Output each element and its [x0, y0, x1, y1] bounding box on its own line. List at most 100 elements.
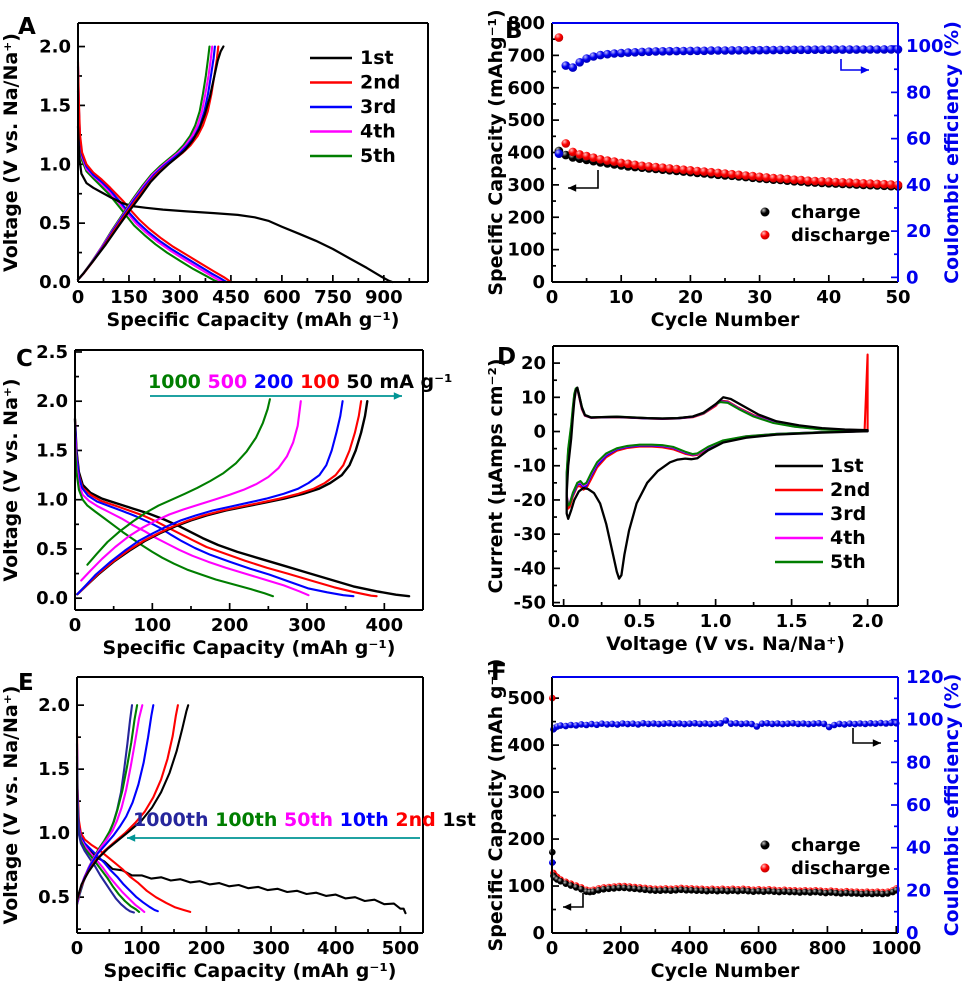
- svg-text:0.5: 0.5: [38, 887, 70, 908]
- svg-text:750: 750: [314, 287, 352, 308]
- svg-text:200: 200: [507, 829, 545, 850]
- svg-text:C: C: [16, 346, 33, 372]
- svg-text:1000: 1000: [871, 938, 921, 959]
- panel-f-chart: 0 200 400 600 800 100001002003004005000204060…: [485, 660, 963, 982]
- svg-text:0: 0: [546, 938, 559, 959]
- panel-c: 0 100 200 300 400 0.0 0.5 1.0 1.5 2.0 2.5 Specific …: [0, 330, 485, 660]
- svg-text:-20: -20: [513, 490, 546, 511]
- svg-text:charge: charge: [791, 202, 861, 223]
- svg-text:600: 600: [507, 78, 545, 99]
- svg-text:4th: 4th: [830, 527, 866, 549]
- svg-text:100: 100: [906, 36, 944, 57]
- svg-text:1000 500 200 100 50 mA g⁻¹: 1000 500 200 100 50 mA g⁻¹: [148, 371, 452, 393]
- panel-e: 0 100 200 300 400 500 0.5 1.0 1.5 2.0 Specific Cap…: [0, 660, 485, 995]
- svg-text:40: 40: [906, 175, 931, 196]
- svg-text:2nd: 2nd: [830, 479, 870, 501]
- svg-text:400: 400: [366, 615, 404, 636]
- svg-text:discharge: discharge: [791, 225, 890, 246]
- svg-text:5th: 5th: [360, 145, 396, 167]
- svg-text:150: 150: [110, 287, 148, 308]
- svg-text:200: 200: [602, 938, 640, 959]
- svg-text:3rd: 3rd: [360, 96, 396, 118]
- svg-text:120: 120: [906, 667, 944, 688]
- svg-text:60: 60: [906, 129, 931, 150]
- panel-b: 0 10 20 30 40 50 0 100 200 300 400 500 600 700 800 0 20 4…: [485, 0, 970, 330]
- svg-text:0: 0: [533, 422, 546, 443]
- svg-text:0.5: 0.5: [624, 611, 656, 632]
- panel-a: 0 150 300 450 600 750 900 0.0 0.5 1.0 1.5 2.0 Specif…: [0, 0, 485, 330]
- svg-text:2.0: 2.0: [36, 391, 68, 412]
- svg-text:2.0: 2.0: [38, 695, 70, 716]
- svg-text:400: 400: [671, 938, 709, 959]
- svg-text:500: 500: [507, 110, 545, 131]
- svg-text:400: 400: [507, 735, 545, 756]
- svg-text:20: 20: [678, 287, 703, 308]
- svg-text:5th: 5th: [830, 551, 866, 573]
- svg-text:1.5: 1.5: [776, 611, 808, 632]
- svg-text:80: 80: [906, 82, 931, 103]
- svg-text:Coulombic efficiency (%): Coulombic efficiency (%): [941, 21, 963, 284]
- svg-text:20: 20: [521, 353, 546, 374]
- svg-text:600: 600: [263, 287, 301, 308]
- svg-text:0.5: 0.5: [36, 539, 68, 560]
- svg-text:Voltage (V vs. Na/Na⁺): Voltage (V vs. Na/Na⁺): [0, 33, 22, 272]
- svg-text:1.5: 1.5: [36, 440, 68, 461]
- panel-b-chart: 0 10 20 30 40 5001002003004005006007008000204…: [485, 9, 963, 330]
- panel-d: 0.0 0.5 1.0 1.5 2.0 -50 -40 -30 -20 -10 0 10 20 Volta…: [485, 330, 970, 660]
- svg-text:0: 0: [532, 923, 545, 944]
- svg-text:300: 300: [507, 782, 545, 803]
- svg-text:Specific Capacity (mAhg⁻¹): Specific Capacity (mAhg⁻¹): [485, 9, 507, 295]
- svg-text:400: 400: [317, 938, 355, 959]
- svg-text:300: 300: [507, 175, 545, 196]
- panel-c-chart: 0 100 200 300 400 0.0 0.5 1.0 1.5 2.0 2.5 Specific …: [0, 342, 452, 659]
- svg-text:Voltage (V vs. Na/Na⁺): Voltage (V vs. Na/Na⁺): [606, 633, 845, 655]
- svg-text:Voltage (V vs. Na⁺): Voltage (V vs. Na⁺): [0, 378, 22, 581]
- svg-text:Specific Capacity (mAh g⁻¹): Specific Capacity (mAh g⁻¹): [485, 660, 507, 951]
- svg-text:4th: 4th: [360, 121, 396, 143]
- svg-text:-50: -50: [513, 593, 546, 614]
- svg-text:0.5: 0.5: [39, 213, 71, 234]
- svg-text:3rd: 3rd: [830, 503, 866, 525]
- svg-text:30: 30: [747, 287, 772, 308]
- svg-text:1st: 1st: [360, 47, 394, 69]
- svg-text:100: 100: [134, 615, 172, 636]
- svg-text:400: 400: [507, 143, 545, 164]
- svg-text:10: 10: [521, 387, 546, 408]
- svg-text:10: 10: [609, 287, 634, 308]
- svg-text:0: 0: [906, 923, 919, 944]
- svg-text:charge: charge: [791, 835, 861, 856]
- svg-text:0: 0: [71, 938, 84, 959]
- svg-text:40: 40: [816, 287, 841, 308]
- svg-text:1.5: 1.5: [39, 95, 71, 116]
- svg-text:200: 200: [211, 615, 249, 636]
- svg-text:0: 0: [532, 272, 545, 293]
- svg-text:2.0: 2.0: [39, 37, 71, 58]
- svg-text:0: 0: [906, 267, 919, 288]
- svg-text:E: E: [18, 670, 34, 696]
- svg-text:300: 300: [161, 287, 199, 308]
- svg-text:0: 0: [72, 287, 85, 308]
- svg-text:900: 900: [365, 287, 403, 308]
- svg-text:40: 40: [906, 838, 931, 859]
- svg-text:Cycle Number: Cycle Number: [651, 960, 800, 982]
- svg-text:60: 60: [906, 795, 931, 816]
- svg-text:0.0: 0.0: [548, 611, 580, 632]
- svg-text:500: 500: [507, 688, 545, 709]
- svg-text:Cycle Number: Cycle Number: [651, 309, 800, 330]
- svg-text:Specific Capacity (mAh g⁻¹): Specific Capacity (mAh g⁻¹): [103, 637, 396, 659]
- svg-text:2.0: 2.0: [852, 611, 884, 632]
- svg-text:700: 700: [507, 45, 545, 66]
- svg-text:100: 100: [906, 710, 944, 731]
- svg-text:F: F: [491, 660, 507, 686]
- svg-text:-30: -30: [513, 524, 546, 545]
- svg-text:Current (μAmps cm⁻²): Current (μAmps cm⁻²): [485, 358, 507, 593]
- svg-text:0.0: 0.0: [36, 588, 68, 609]
- svg-text:Voltage (V vs. Na/Na⁺): Voltage (V vs. Na/Na⁺): [0, 686, 22, 925]
- svg-text:20: 20: [906, 221, 931, 242]
- svg-text:-10: -10: [513, 456, 546, 477]
- svg-text:Specific Capacity (mAh g⁻¹): Specific Capacity (mAh g⁻¹): [104, 960, 397, 982]
- svg-text:800: 800: [507, 13, 545, 34]
- svg-text:100: 100: [507, 240, 545, 261]
